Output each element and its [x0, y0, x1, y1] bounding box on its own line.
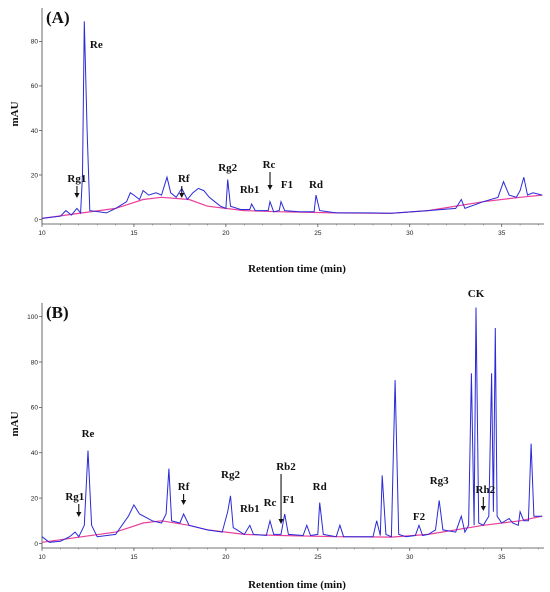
peak-label-rc: Rc [264, 497, 277, 509]
panel-a-trace [41, 21, 543, 219]
peak-arrow-head [480, 506, 486, 511]
x-tick-label: 15 [130, 554, 138, 561]
panel-a-ylabel: mAU [9, 101, 21, 126]
peak-label-rg1: Rg1 [67, 173, 86, 185]
x-tick-label: 25 [314, 230, 322, 237]
x-tick-label: 30 [406, 554, 414, 561]
panel-b-axes: 10 15 20 25 30 35 0 20 40 60 80 100 [27, 303, 544, 561]
peak-arrow-head [180, 500, 187, 505]
peak-label-rh2: Rh2 [476, 484, 496, 496]
peak-arrow-head [76, 512, 82, 517]
panel-a-axes: 10 15 20 25 30 35 0 20 40 60 80 [31, 8, 544, 237]
y-tick-label: 60 [31, 83, 39, 90]
y-tick-label: 80 [31, 39, 39, 46]
peak-label-f1: F1 [281, 179, 293, 191]
x-tick-label: 20 [222, 554, 230, 561]
panel-b-trace [41, 307, 543, 543]
peak-label-re: Re [90, 39, 103, 51]
peak-label-rg2: Rg2 [221, 469, 240, 481]
panel-a-label: (A) [46, 8, 70, 27]
peak-label-rf: Rf [178, 173, 190, 185]
x-tick-label: 35 [498, 230, 506, 237]
peak-label-f2: F2 [413, 511, 426, 523]
peak-label-f1: F1 [283, 494, 295, 506]
x-tick-label: 10 [38, 230, 46, 237]
x-tick-label: 25 [314, 554, 322, 561]
panel-b-peak-labels: Re Rg1 Rf Rg2 Rb1 Rc Rb2 F1 Rd F2 Rg3 CK Rh2 [65, 288, 496, 524]
x-tick-label: 30 [406, 230, 414, 237]
x-tick-label: 10 [38, 554, 46, 561]
y-tick-label: 20 [31, 172, 39, 179]
x-tick-label: 35 [498, 554, 506, 561]
y-tick-label: 0 [34, 541, 38, 548]
x-tick-label: 15 [130, 230, 138, 237]
peak-label-ck: CK [468, 288, 485, 300]
y-tick-label: 0 [34, 217, 38, 224]
peak-arrow-head [267, 185, 273, 190]
peak-label-rb2: Rb2 [276, 461, 296, 473]
y-tick-label: 60 [31, 405, 39, 412]
panel-a-xlabel: Retention time (min) [248, 263, 346, 275]
y-tick-label: 40 [31, 450, 39, 457]
y-tick-label: 80 [31, 359, 39, 366]
peak-label-rg1: Rg1 [65, 491, 84, 503]
y-tick-label: 40 [31, 128, 39, 135]
peak-label-rf: Rf [178, 481, 190, 493]
x-tick-label: 20 [222, 230, 230, 237]
peak-label-re: Re [82, 428, 95, 440]
peak-label-rb1: Rb1 [240, 503, 260, 515]
y-tick-label: 100 [27, 314, 38, 321]
panel-b-label: (B) [46, 303, 69, 322]
panel-a: (A) mAU Retention time (min) 10 15 20 25 30 3… [9, 8, 544, 275]
peak-arrow-head [179, 193, 185, 198]
y-tick-label: 20 [31, 495, 39, 502]
panel-b-ylabel: mAU [9, 411, 21, 436]
peak-arrow-head [74, 193, 80, 198]
peak-label-rc: Rc [263, 159, 276, 171]
peak-label-rg3: Rg3 [430, 475, 449, 487]
peak-label-rd: Rd [309, 179, 323, 191]
panel-b-baseline [41, 515, 543, 543]
peak-label-rb1: Rb1 [240, 184, 260, 196]
panel-b-xlabel: Retention time (min) [248, 579, 346, 591]
panel-b: (B) mAU Retention time (min) 10 15 20 25 30 3… [9, 288, 544, 591]
peak-label-rd: Rd [313, 481, 327, 493]
panel-a-baseline [41, 194, 543, 219]
peak-label-rg2: Rg2 [218, 162, 237, 174]
peak-arrow-head [278, 519, 284, 524]
